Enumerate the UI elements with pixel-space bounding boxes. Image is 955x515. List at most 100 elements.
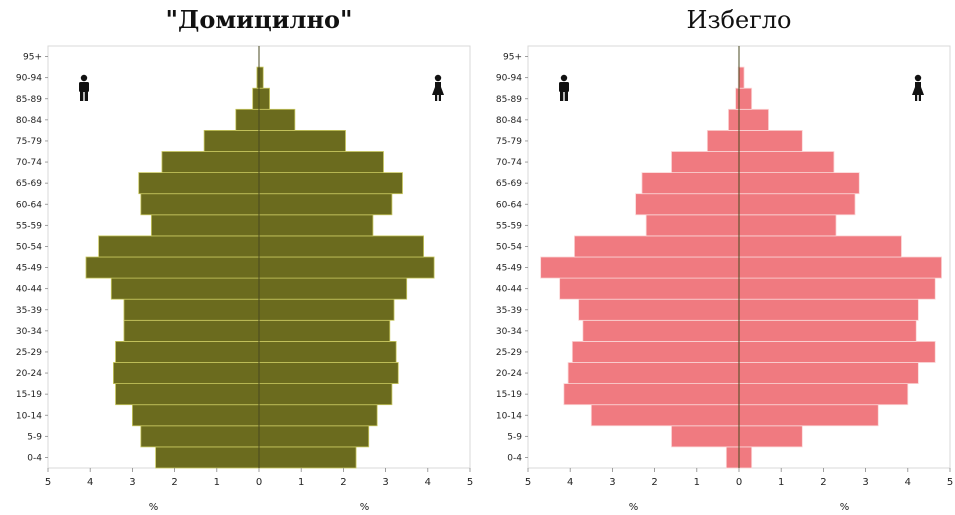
- bar-female-30-34: [258, 319, 391, 342]
- age-label: 10-14: [16, 411, 42, 421]
- x-tick-label: 4: [567, 477, 573, 488]
- age-label: 75-79: [496, 137, 522, 147]
- bar-female-5-9: [258, 425, 370, 448]
- age-label: 70-74: [496, 158, 522, 168]
- age-label: 60-64: [16, 200, 42, 210]
- bar-male-55-59: [150, 214, 260, 237]
- bar-male-60-64: [140, 193, 260, 216]
- male-icon: [559, 74, 569, 101]
- age-label: 55-59: [16, 221, 42, 231]
- age-label: 75-79: [16, 137, 42, 147]
- bar-female-15-19: [258, 383, 393, 406]
- age-label: 0-4: [27, 453, 42, 463]
- bar-male-25-29: [115, 340, 260, 363]
- age-label: 25-29: [496, 348, 522, 358]
- age-label: 30-34: [496, 327, 522, 337]
- age-label: 30-34: [16, 327, 42, 337]
- bar-female-35-39: [258, 298, 395, 321]
- age-label: 35-39: [16, 306, 42, 316]
- age-label: 0-4: [507, 453, 522, 463]
- age-label: 5-9: [507, 432, 522, 442]
- bar-female-70-74: [738, 151, 835, 174]
- bar-male-5-9: [140, 425, 260, 448]
- bar-male-70-74: [671, 151, 740, 174]
- bar-male-40-44: [110, 277, 260, 300]
- bar-female-90-94: [738, 66, 745, 89]
- male-icon: [79, 74, 89, 101]
- bar-male-65-69: [138, 172, 260, 195]
- bar-female-60-64: [738, 193, 856, 216]
- bar-female-65-69: [738, 172, 860, 195]
- x-tick-label: 5: [45, 477, 51, 488]
- bar-female-0-4: [738, 446, 753, 469]
- age-label: 55-59: [496, 221, 522, 231]
- bar-female-25-29: [258, 340, 397, 363]
- bar-male-70-74: [161, 151, 260, 174]
- x-tick-label: 1: [694, 477, 700, 488]
- x-tick-label: 2: [171, 477, 177, 488]
- bar-male-20-24: [113, 362, 260, 385]
- x-unit-label-left: %: [149, 502, 159, 513]
- x-unit-label-right: %: [840, 502, 850, 513]
- bar-male-25-29: [571, 340, 740, 363]
- x-tick-label: 5: [947, 477, 953, 488]
- age-label: 65-69: [496, 179, 522, 189]
- bar-male-5-9: [671, 425, 740, 448]
- x-tick-label: 0: [256, 477, 262, 488]
- bar-male-65-69: [641, 172, 740, 195]
- bar-female-45-49: [258, 256, 435, 279]
- bar-female-10-14: [258, 404, 378, 427]
- bar-male-30-34: [582, 319, 740, 342]
- bar-male-85-89: [735, 87, 740, 110]
- bar-female-35-39: [738, 298, 919, 321]
- bar-female-80-84: [258, 108, 296, 131]
- bar-male-75-79: [706, 129, 740, 152]
- x-unit-label-right: %: [360, 502, 370, 513]
- bar-male-85-89: [252, 87, 260, 110]
- bar-male-20-24: [567, 362, 740, 385]
- bar-male-0-4: [725, 446, 740, 469]
- x-tick-label: 1: [214, 477, 220, 488]
- bar-female-55-59: [258, 214, 374, 237]
- bar-female-55-59: [738, 214, 837, 237]
- age-label: 50-54: [16, 242, 42, 252]
- bar-male-0-4: [155, 446, 260, 469]
- age-label: 65-69: [16, 179, 42, 189]
- age-label: 20-24: [16, 369, 42, 379]
- age-label: 95+: [503, 53, 522, 63]
- age-label: 45-49: [16, 264, 42, 274]
- bar-female-40-44: [738, 277, 936, 300]
- bar-male-30-34: [123, 319, 260, 342]
- bar-female-15-19: [738, 383, 909, 406]
- chart-title-domicilno: "Домицилно": [165, 5, 353, 34]
- bar-female-85-89: [258, 87, 270, 110]
- age-label: 90-94: [16, 74, 42, 84]
- x-tick-label: 3: [382, 477, 388, 488]
- bar-male-50-54: [98, 235, 260, 258]
- bar-female-50-54: [738, 235, 902, 258]
- bar-female-30-34: [738, 319, 917, 342]
- age-label: 15-19: [496, 390, 522, 400]
- x-tick-label: 4: [87, 477, 93, 488]
- age-label: 45-49: [496, 264, 522, 274]
- bar-male-45-49: [540, 256, 740, 279]
- x-tick-label: 3: [609, 477, 615, 488]
- x-unit-label-left: %: [629, 502, 639, 513]
- age-label: 40-44: [496, 285, 522, 295]
- bar-female-90-94: [258, 66, 264, 89]
- pyramid-domicilno: 0-4 5-9 10-14 15-19 20-24 25-29 30-34 35-39 40-4…: [16, 45, 473, 513]
- x-tick-label: 5: [525, 477, 531, 488]
- bar-female-75-79: [738, 129, 803, 152]
- bar-male-60-64: [635, 193, 740, 216]
- x-tick-label: 5: [467, 477, 473, 488]
- age-label: 5-9: [27, 432, 42, 442]
- bar-male-35-39: [123, 298, 260, 321]
- age-label: 85-89: [496, 95, 522, 105]
- bar-male-10-14: [590, 404, 740, 427]
- bar-female-20-24: [258, 362, 399, 385]
- x-tick-label: 2: [651, 477, 657, 488]
- bar-male-15-19: [563, 383, 740, 406]
- bar-female-65-69: [258, 172, 403, 195]
- bar-female-25-29: [738, 340, 936, 363]
